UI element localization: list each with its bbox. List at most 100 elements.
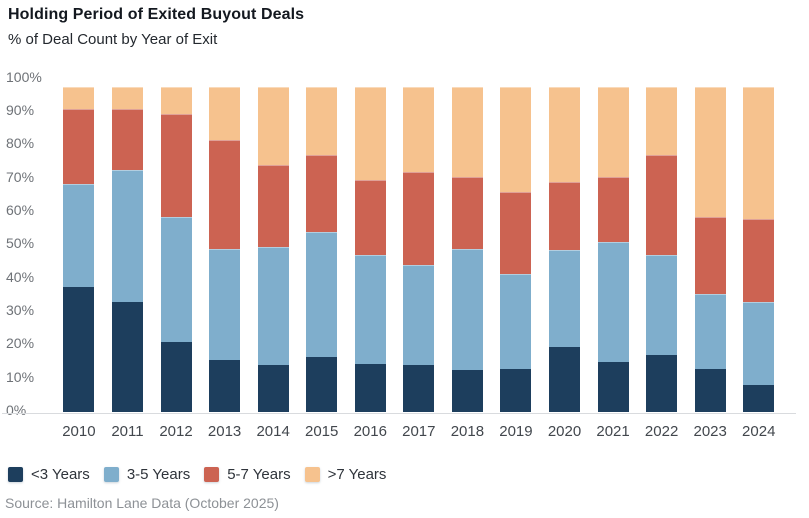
y-tick-label-50: 50%: [6, 235, 35, 252]
segment-2012-<3 Years: [160, 342, 192, 412]
bar-2024: [743, 87, 775, 412]
x-tick-label-2018: 2018: [450, 423, 485, 440]
segment-2019->7 Years: [500, 87, 532, 192]
segment-2014-3-5 Years: [257, 247, 289, 366]
y-tick-label-60: 60%: [6, 202, 35, 218]
x-tick-label-2023: 2023: [693, 423, 727, 440]
segment-2012->7 Years: [160, 87, 192, 114]
legend-swatch-icon: [304, 467, 320, 482]
segment-2021->7 Years: [597, 87, 629, 177]
y-tick-label-10: 10%: [6, 368, 35, 385]
segment-2022-<3 Years: [646, 355, 678, 412]
legend: <3 Years 3-5 Years 5-7 Years >7 Years: [8, 466, 400, 483]
segment-2012-3-5 Years: [160, 217, 192, 342]
bar-2013: [209, 87, 241, 412]
segment-2014->7 Years: [257, 87, 289, 166]
segment-2019-<3 Years: [500, 368, 532, 412]
legend-swatch-icon: [103, 467, 119, 482]
bar-2018: [451, 87, 483, 412]
x-tick-label-2016: 2016: [353, 423, 387, 440]
bar-2012: [160, 87, 192, 412]
x-tick-label-2011: 2011: [111, 423, 144, 440]
segment-2022-3-5 Years: [646, 255, 678, 356]
segment-2023-3-5 Years: [694, 293, 726, 369]
x-tick-label-2010: 2010: [62, 423, 96, 440]
x-tick-label-2012: 2012: [159, 423, 193, 440]
segment-2016-5-7 Years: [354, 180, 386, 256]
y-tick-label-20: 20%: [6, 335, 35, 352]
x-tick-label-2014: 2014: [256, 423, 290, 440]
bar-2014: [257, 87, 289, 412]
segment-2014-<3 Years: [257, 365, 289, 412]
segment-2013-3-5 Years: [209, 248, 241, 361]
segment-2017-5-7 Years: [403, 172, 435, 266]
segment-2015-5-7 Years: [306, 155, 338, 232]
segment-2013-<3 Years: [209, 360, 241, 412]
bar-2021: [597, 87, 629, 412]
legend-item-3-5 Years: 3-5 Years: [103, 466, 191, 483]
segment-2013->7 Years: [209, 87, 241, 141]
segment-2021-3-5 Years: [597, 242, 629, 362]
x-tick-label-2024: 2024: [742, 423, 776, 440]
segment-2017-<3 Years: [403, 365, 435, 412]
y-tick-label-80: 80%: [6, 135, 35, 152]
segment-2022->7 Years: [646, 87, 678, 156]
segment-2022-5-7 Years: [646, 155, 678, 256]
legend-item-5-7 Years: 5-7 Years: [204, 466, 291, 483]
segment-2010-5-7 Years: [63, 108, 95, 184]
segment-2023->7 Years: [694, 87, 726, 217]
segment-2016->7 Years: [354, 87, 386, 181]
bar-2022: [646, 87, 678, 412]
segment-2013-5-7 Years: [209, 140, 241, 249]
legend-label: <3 Years: [31, 466, 90, 483]
segment-2020->7 Years: [549, 87, 580, 182]
legend-label: 3-5 Years: [126, 466, 191, 483]
plot-area: 0% 10% 20% 30% 40% 50% 60% 70% 80% 90% 100% 2010 20…: [2, 68, 796, 440]
bar-2015: [306, 87, 338, 412]
bar-2016: [354, 87, 386, 412]
bar-2010: [63, 87, 95, 412]
segment-2024-5-7 Years: [743, 218, 775, 302]
segment-2010-<3 Years: [63, 287, 95, 412]
x-tick-label-2022: 2022: [644, 423, 679, 440]
segment-2010->7 Years: [63, 87, 95, 109]
segment-2015-3-5 Years: [306, 232, 338, 357]
x-tick-label-2020: 2020: [547, 423, 582, 440]
bar-2017: [403, 87, 435, 412]
y-tick-label-40: 40%: [6, 268, 35, 285]
x-axis-line: [2, 413, 796, 414]
segment-2021-<3 Years: [597, 362, 629, 412]
segment-2021-5-7 Years: [597, 177, 629, 242]
segment-2018->7 Years: [451, 87, 483, 177]
segment-2011-3-5 Years: [111, 170, 143, 302]
segment-2017-3-5 Years: [403, 265, 435, 366]
bar-2020: [549, 87, 580, 412]
segment-2010-3-5 Years: [63, 183, 95, 287]
y-tick-label-0: 0%: [6, 402, 27, 418]
segment-2020-<3 Years: [549, 347, 580, 412]
segment-2017->7 Years: [403, 87, 435, 172]
segment-2016-3-5 Years: [354, 255, 386, 364]
y-tick-label-100: 100%: [6, 68, 42, 85]
segment-2011-5-7 Years: [111, 108, 143, 171]
segment-2014-5-7 Years: [257, 165, 289, 247]
segment-2018-5-7 Years: [451, 177, 483, 249]
legend-item-<3 Years: <3 Years: [8, 466, 90, 483]
bar-2019: [500, 87, 532, 412]
segment-2011-<3 Years: [111, 302, 143, 412]
segment-2019-3-5 Years: [500, 273, 532, 369]
segment-2024-3-5 Years: [743, 302, 775, 386]
x-tick-label-2021: 2021: [596, 423, 630, 440]
segment-2012-5-7 Years: [160, 113, 192, 217]
legend-item->7 Years: >7 Years: [304, 466, 386, 483]
y-tick-label-90: 90%: [6, 102, 35, 118]
x-tick-label-2013: 2013: [207, 423, 242, 440]
bar-2023: [694, 87, 726, 412]
segment-2023-<3 Years: [694, 368, 726, 412]
legend-label: 5-7 Years: [227, 466, 291, 483]
segment-2011->7 Years: [111, 87, 143, 109]
segment-2020-5-7 Years: [549, 182, 580, 251]
segment-2019-5-7 Years: [500, 192, 532, 274]
segment-2015->7 Years: [306, 87, 338, 156]
